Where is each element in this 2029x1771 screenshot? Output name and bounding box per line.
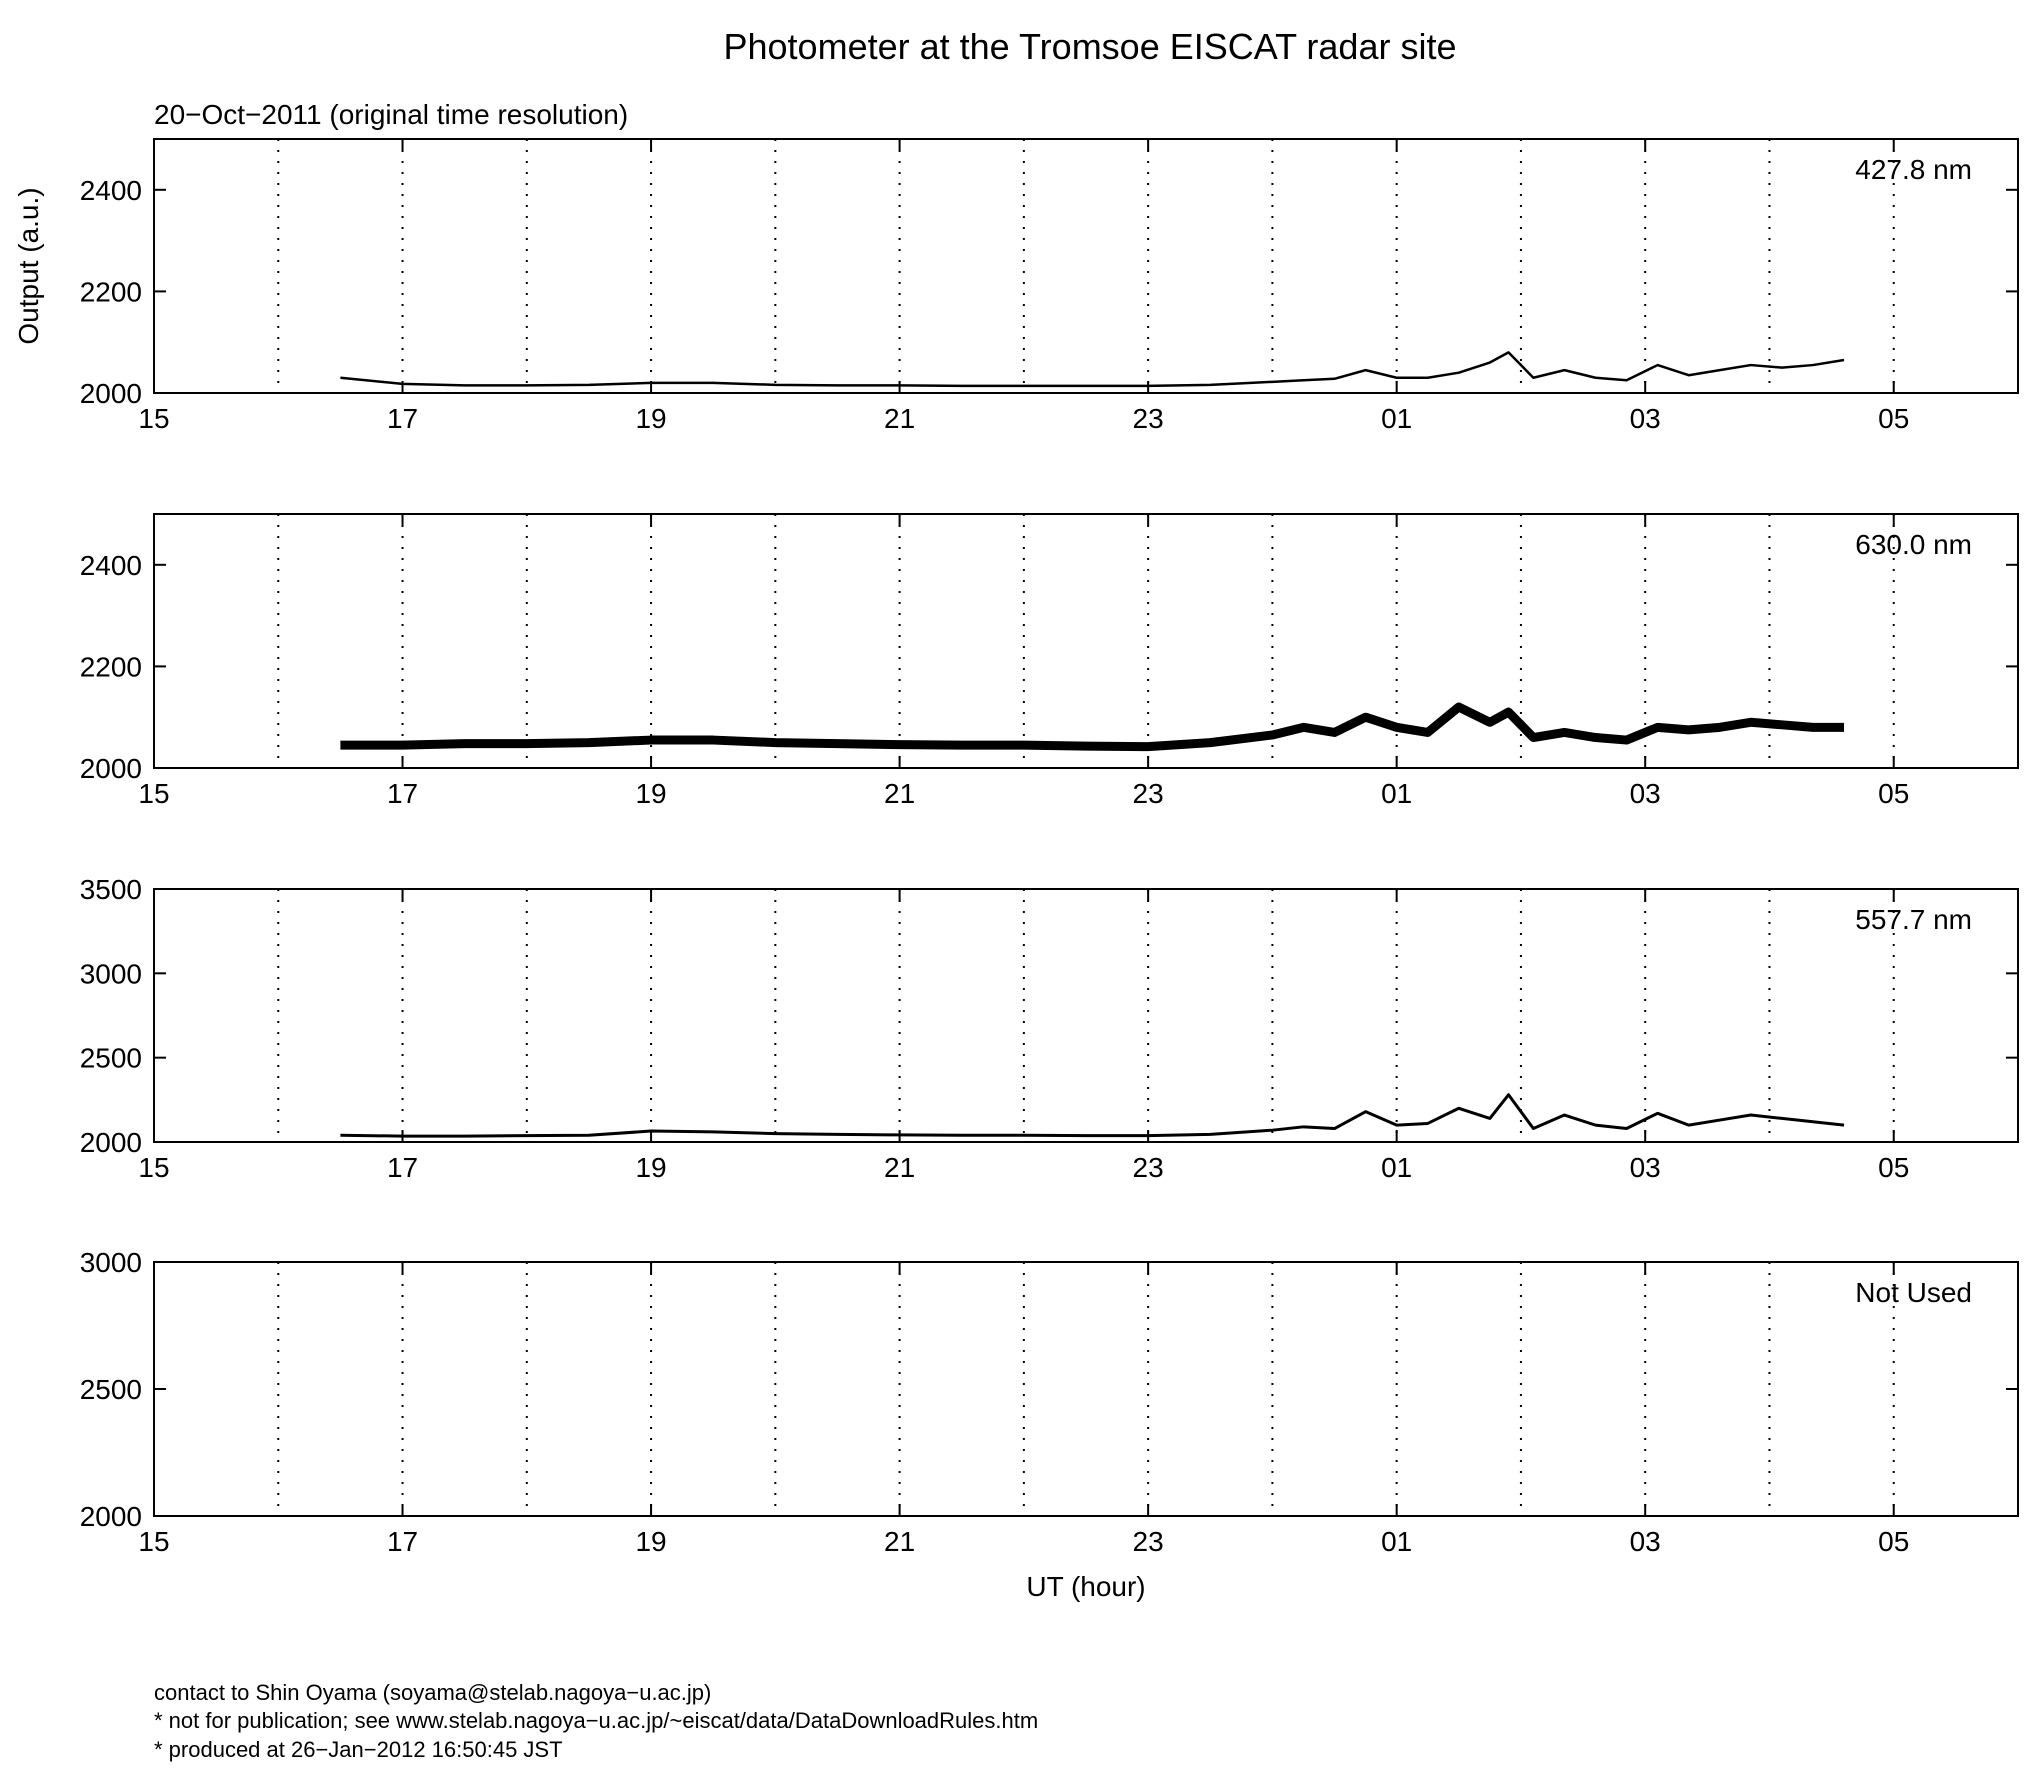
x-tick-label: 01 <box>1381 1526 1412 1557</box>
plot-frame <box>153 513 2019 769</box>
x-tick-label: 19 <box>635 403 666 434</box>
y-tick-label: 2200 <box>80 276 142 307</box>
x-tick-label: 17 <box>387 1526 418 1557</box>
plot-frame <box>153 888 2019 1143</box>
chart-title: Photometer at the Tromsoe EISCAT radar s… <box>724 26 1457 67</box>
x-tick-label: 03 <box>1630 1526 1661 1557</box>
x-tick-label: 23 <box>1133 1526 1164 1557</box>
x-tick-label: 01 <box>1381 403 1412 434</box>
x-tick-label: 01 <box>1381 1152 1412 1183</box>
x-tick-label: 05 <box>1878 778 1909 809</box>
x-tick-label: 19 <box>635 1152 666 1183</box>
x-tick-label: 17 <box>387 403 418 434</box>
series-line <box>340 1093 1845 1138</box>
y-tick-label: 2000 <box>80 1501 142 1532</box>
x-tick-label: 23 <box>1133 778 1164 809</box>
series-line <box>340 351 1845 388</box>
y-tick-label: 2000 <box>80 753 142 784</box>
series-label: 630.0 nm <box>1855 529 1972 560</box>
x-tick-label: 19 <box>635 778 666 809</box>
x-tick-label: 21 <box>884 1152 915 1183</box>
x-tick-label: 15 <box>138 403 169 434</box>
y-tick-label: 2000 <box>80 1127 142 1158</box>
y-tick-label: 2000 <box>80 378 142 409</box>
x-tick-label: 15 <box>138 1526 169 1557</box>
series-label: 427.8 nm <box>1855 154 1972 185</box>
x-tick-label: 21 <box>884 403 915 434</box>
x-tick-label: 23 <box>1133 1152 1164 1183</box>
plot-frame <box>153 138 2019 394</box>
x-tick-label: 21 <box>884 1526 915 1557</box>
y-tick-label: 2400 <box>80 175 142 206</box>
x-tick-label: 15 <box>138 1152 169 1183</box>
x-tick-label: 05 <box>1878 1152 1909 1183</box>
y-tick-label: 2400 <box>80 550 142 581</box>
x-tick-label: 01 <box>1381 778 1412 809</box>
x-axis-label: UT (hour) <box>1026 1571 1145 1602</box>
chart-subtitle: 20−Oct−2011 (original time resolution) <box>154 99 628 130</box>
y-tick-label: 2200 <box>80 651 142 682</box>
y-tick-label: 3000 <box>80 958 142 989</box>
x-tick-label: 03 <box>1630 403 1661 434</box>
panel-annotation: Not Used <box>1855 1277 1972 1308</box>
x-tick-label: 15 <box>138 778 169 809</box>
y-tick-label: 3500 <box>80 874 142 905</box>
y-tick-label: 2500 <box>80 1043 142 1074</box>
x-tick-label: 23 <box>1133 403 1164 434</box>
x-tick-label: 21 <box>884 778 915 809</box>
y-axis-label: Output (a.u.) <box>13 187 44 344</box>
x-tick-label: 03 <box>1630 778 1661 809</box>
footer-line: * produced at 26−Jan−2012 16:50:45 JST <box>154 1737 563 1762</box>
footer-line: contact to Shin Oyama (soyama@stelab.nag… <box>154 1680 711 1705</box>
x-tick-label: 05 <box>1878 403 1909 434</box>
series-label: 557.7 nm <box>1855 904 1972 935</box>
x-tick-label: 17 <box>387 778 418 809</box>
y-tick-label: 3000 <box>80 1247 142 1278</box>
plot-frame <box>153 1261 2019 1517</box>
footer-line: * not for publication; see www.stelab.na… <box>154 1708 1038 1733</box>
series-line <box>340 702 1845 752</box>
x-tick-label: 05 <box>1878 1526 1909 1557</box>
x-tick-label: 17 <box>387 1152 418 1183</box>
y-tick-label: 2500 <box>80 1374 142 1405</box>
x-tick-label: 03 <box>1630 1152 1661 1183</box>
x-tick-label: 19 <box>635 1526 666 1557</box>
